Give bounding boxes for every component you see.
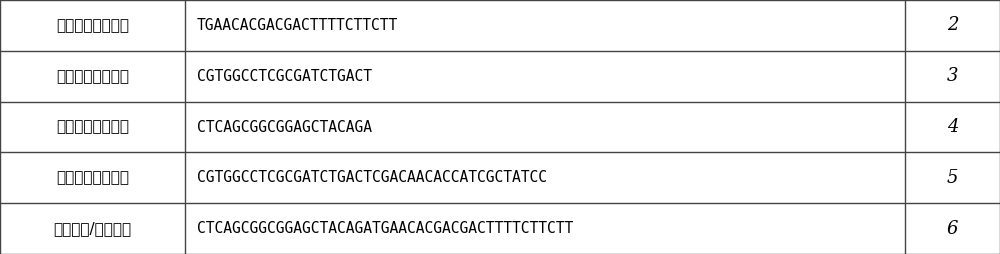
- Text: 添加调控序列的引: 添加调控序列的引: [56, 170, 129, 185]
- Text: CGTGGCCTCGCGATCTGACTCGACAACACCATCGCTATCC: CGTGGCCTCGCGATCTGACTCGACAACACCATCGCTATCC: [197, 170, 547, 185]
- Text: 6: 6: [947, 220, 958, 237]
- Text: 2: 2: [947, 17, 958, 34]
- Text: 下游引物调控序列: 下游引物调控序列: [56, 119, 129, 135]
- Text: 5: 5: [947, 169, 958, 187]
- Text: CGTGGCCTCGCGATCTGACT: CGTGGCCTCGCGATCTGACT: [197, 69, 372, 84]
- Text: 3: 3: [947, 67, 958, 85]
- Text: CTCAGCGGCGGAGCTACAGA: CTCAGCGGCGGAGCTACAGA: [197, 119, 372, 135]
- Text: 4: 4: [947, 118, 958, 136]
- Text: TGAACACGACGACTTTTCTTCTT: TGAACACGACGACTTTTCTTCTT: [197, 18, 398, 33]
- Text: 上游引物调控序列: 上游引物调控序列: [56, 69, 129, 84]
- Text: CTCAGCGGCGGAGCTACAGATGAACACGACGACTTTTCTTCTT: CTCAGCGGCGGAGCTACAGATGAACACGACGACTTTTCTT…: [197, 221, 573, 236]
- Text: 物对１上/下游引物: 物对１上/下游引物: [53, 221, 132, 236]
- Text: 物特异性结合位点: 物特异性结合位点: [56, 18, 129, 33]
